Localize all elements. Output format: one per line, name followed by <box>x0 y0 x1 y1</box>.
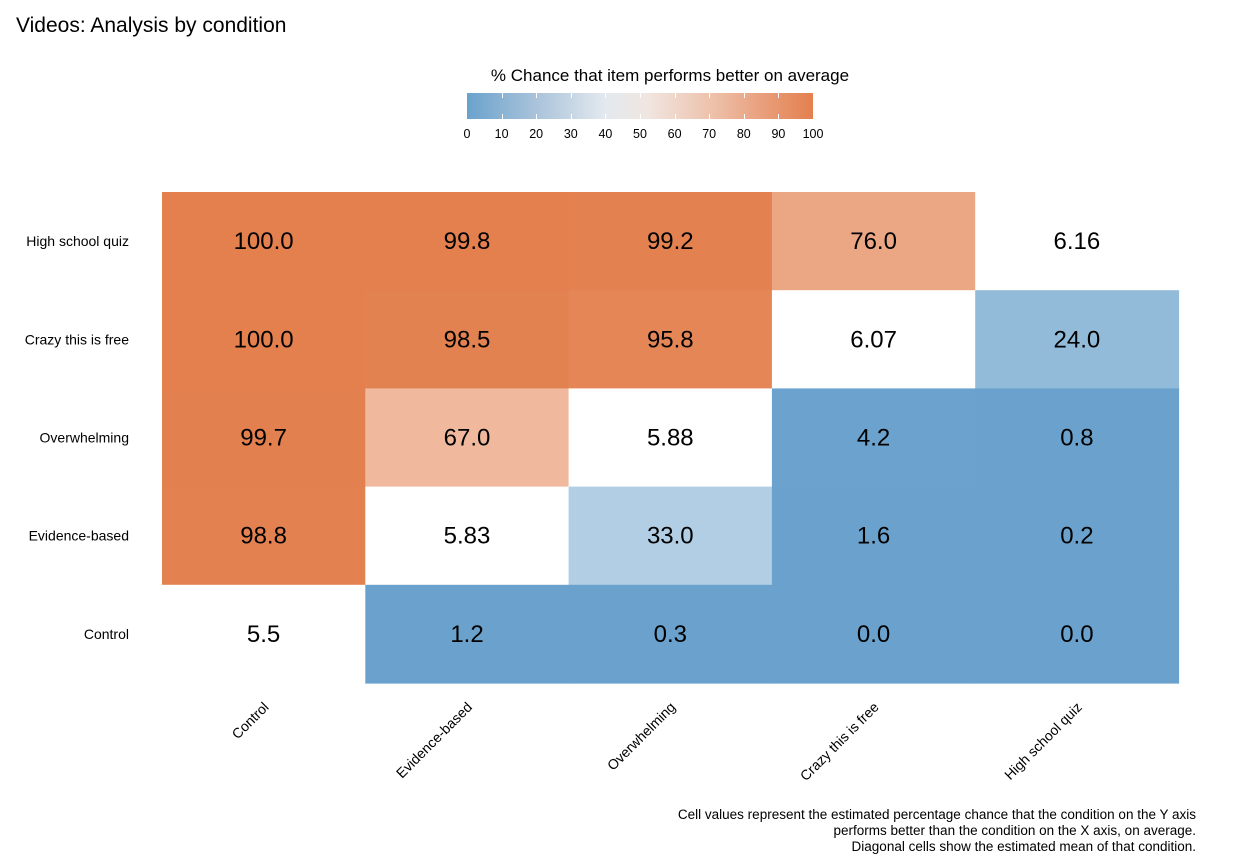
cell-value-label: 6.16 <box>1054 228 1101 255</box>
legend-tick-mark <box>709 114 711 119</box>
heatmap-cell <box>365 290 570 389</box>
legend-tick-mark <box>536 114 538 119</box>
x-axis-label: High school quiz <box>1001 699 1085 783</box>
y-axis-label: Overwhelming <box>40 430 129 446</box>
legend-tick-mark <box>743 93 745 98</box>
heatmap-cell <box>771 486 976 586</box>
legend-tick-mark <box>501 114 503 119</box>
cell-value-label: 98.8 <box>240 523 287 550</box>
x-axis-label: Crazy this is free <box>797 699 882 784</box>
heatmap-cell <box>568 192 773 291</box>
legend-tick-mark <box>743 114 745 119</box>
chart-title: Videos: Analysis by condition <box>16 14 287 37</box>
x-axis-label: Evidence-based <box>393 699 475 781</box>
x-axis-label: Overwhelming <box>604 699 679 774</box>
heatmap-cell <box>975 486 1180 586</box>
cell-value-label: 98.5 <box>444 326 491 353</box>
legend-tick-label: 20 <box>529 127 544 141</box>
heatmap-cell <box>975 584 1180 684</box>
heatmap-cell <box>568 290 773 389</box>
legend-tick-mark <box>605 93 607 98</box>
cell-value-label: 67.0 <box>444 425 491 452</box>
y-axis-label: Crazy this is free <box>25 331 129 347</box>
legend-tick-label: 60 <box>667 127 682 141</box>
legend-tick-label: 90 <box>771 127 786 141</box>
legend-tick-label: 0 <box>463 127 471 141</box>
heatmap-cell <box>365 192 570 291</box>
legend-tick-mark <box>778 93 780 98</box>
y-axis-label: High school quiz <box>26 233 129 249</box>
cell-value-label: 95.8 <box>647 326 694 353</box>
legend-tick-label: 70 <box>702 127 717 141</box>
heatmap-cell <box>771 388 976 488</box>
legend-tick-mark <box>501 93 503 98</box>
cell-value-label: 5.83 <box>444 523 491 550</box>
heatmap-cell <box>162 192 366 291</box>
legend-tick-mark <box>570 114 572 119</box>
cell-value-label: 99.2 <box>647 228 694 255</box>
caption-line-3: Diagonal cells show the estimated mean o… <box>851 839 1196 854</box>
legend-tick-label: 40 <box>598 127 613 141</box>
legend-tick-label: 100 <box>802 127 824 141</box>
heatmap-cell <box>771 584 976 684</box>
cell-value-label: 100.0 <box>234 326 294 353</box>
legend-title: % Chance that item performs better on av… <box>490 66 850 85</box>
heatmap-cell <box>975 290 1180 389</box>
cell-value-label: 0.0 <box>857 621 890 648</box>
legend-tick-mark <box>778 114 780 119</box>
cell-value-label: 6.07 <box>850 326 897 353</box>
legend-tick-mark <box>536 93 538 98</box>
legend-tick-label: 50 <box>633 127 647 141</box>
legend-tick-mark <box>570 93 572 98</box>
legend-tick-mark <box>674 114 676 119</box>
heatmap-cell <box>162 290 366 389</box>
cell-value-label: 1.6 <box>857 523 890 550</box>
heatmap-cell <box>568 486 773 586</box>
cell-value-label: 1.2 <box>450 621 483 648</box>
cell-value-label: 24.0 <box>1054 326 1101 353</box>
cell-value-label: 5.88 <box>647 425 694 452</box>
heatmap-cell <box>975 388 1180 488</box>
legend-tick-label: 10 <box>494 127 509 141</box>
legend-tick-label: 30 <box>563 127 578 141</box>
cell-value-label: 33.0 <box>647 523 694 550</box>
caption-line-1: Cell values represent the estimated perc… <box>677 807 1196 822</box>
cell-value-label: 0.0 <box>1060 621 1093 648</box>
heatmap-cell-diagonal <box>365 486 570 586</box>
legend-tick-mark <box>605 114 607 119</box>
heatmap-cell-diagonal <box>975 192 1180 291</box>
heatmap-cell-diagonal <box>568 388 773 488</box>
cell-value-label: 99.7 <box>240 425 287 452</box>
cell-value-label: 0.2 <box>1060 523 1093 550</box>
heatmap-cell-diagonal <box>162 584 366 684</box>
cell-value-label: 0.3 <box>654 621 687 648</box>
legend-tick-label: 80 <box>736 127 751 141</box>
caption-line-2: performs better than the condition on th… <box>833 823 1196 838</box>
heatmap-cell <box>162 486 366 586</box>
chart-caption: Cell values represent the estimated perc… <box>678 807 1196 855</box>
heatmap-cell <box>365 388 570 488</box>
heatmap-cell <box>365 584 570 684</box>
heatmap-cell <box>162 388 366 488</box>
heatmap-cell-diagonal <box>771 290 976 389</box>
y-axis-label: Control <box>84 626 129 642</box>
legend-tick-mark <box>640 93 641 98</box>
cell-value-label: 76.0 <box>850 228 897 255</box>
legend-tick-mark <box>640 114 641 119</box>
cell-value-label: 0.8 <box>1060 425 1093 452</box>
legend-tick-mark <box>674 93 676 98</box>
x-axis-label: Control <box>228 699 271 742</box>
heatmap-cell <box>568 584 773 684</box>
heatmap-cell <box>771 192 976 291</box>
cell-value-label: 5.5 <box>247 621 280 648</box>
legend-tick-mark <box>709 93 711 98</box>
y-axis-label: Evidence-based <box>29 528 129 544</box>
cell-value-label: 100.0 <box>234 228 294 255</box>
cell-value-label: 4.2 <box>857 425 890 452</box>
cell-value-label: 99.8 <box>444 228 491 255</box>
